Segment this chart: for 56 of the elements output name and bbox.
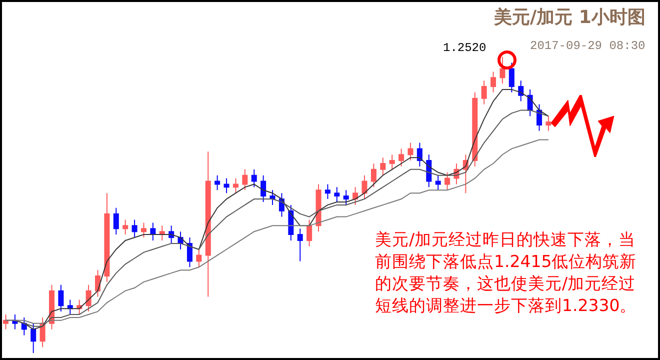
candlestick	[426, 154, 432, 188]
candlestick	[435, 174, 441, 191]
candlestick	[518, 80, 524, 102]
candlestick	[334, 186, 340, 202]
candlestick	[324, 184, 330, 200]
candlestick	[150, 222, 156, 241]
candlestick	[104, 192, 110, 282]
candlestick	[536, 104, 542, 132]
candlestick	[352, 186, 358, 206]
candlestick	[40, 316, 46, 348]
candlestick	[481, 80, 487, 105]
candlestick	[408, 142, 414, 162]
candlestick	[490, 71, 496, 93]
candlestick	[159, 225, 165, 241]
candlestick	[21, 316, 27, 336]
candlestick	[362, 174, 368, 200]
candlestick	[546, 116, 552, 132]
candlestick	[86, 284, 92, 312]
candlestick	[398, 148, 404, 167]
candlestick	[500, 56, 506, 84]
candlestick	[49, 284, 54, 330]
candlestick	[297, 228, 303, 262]
candlestick	[214, 174, 220, 191]
chart-title: 美元/加元 1小时图	[493, 7, 646, 28]
candlestick	[58, 284, 64, 312]
candlestick	[260, 174, 266, 202]
annotation: 美元/加元经过昨日的快速下落，当前围绕下落低点1.2415低位构筑新的次要节奏，这也使美元/加元经过短线的调整进一步下落到1.2330。	[375, 229, 638, 317]
candlestick	[343, 190, 349, 206]
candlestick	[389, 154, 395, 170]
candlestick	[205, 151, 211, 298]
text: 2017-09-29 08:30	[530, 39, 646, 53]
candlestick	[416, 142, 422, 167]
candlestick	[242, 168, 248, 191]
candlestick	[251, 168, 257, 188]
candlestick	[316, 184, 322, 232]
candlestick	[444, 172, 450, 191]
candlestick	[196, 248, 202, 268]
candlestick	[370, 162, 376, 188]
candlestick	[380, 157, 386, 176]
candlestick	[12, 314, 18, 330]
candlestick	[113, 207, 119, 236]
candlestick	[67, 299, 73, 316]
candlestick	[30, 322, 36, 354]
candlestick	[508, 62, 514, 93]
candlestick	[140, 222, 146, 238]
candlestick	[472, 92, 478, 167]
text: 1.2520	[443, 41, 486, 55]
candlestick	[94, 270, 100, 298]
candlestick	[132, 219, 138, 238]
candlestick	[306, 219, 312, 247]
candlestick	[186, 237, 192, 268]
candlestick	[3, 314, 9, 330]
candlestick	[122, 219, 128, 236]
candlestick	[224, 178, 230, 194]
candlestick	[232, 178, 238, 194]
candlestick	[270, 190, 276, 206]
